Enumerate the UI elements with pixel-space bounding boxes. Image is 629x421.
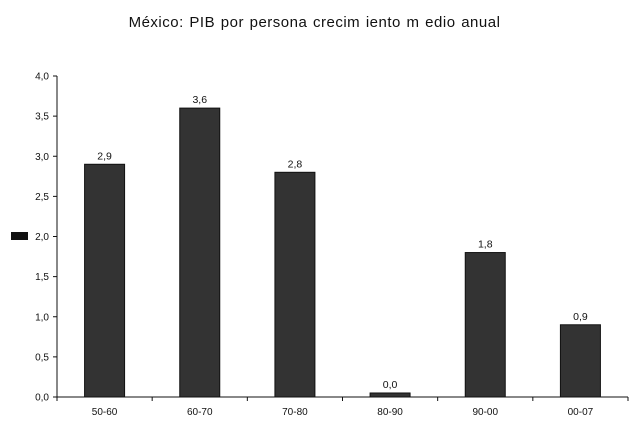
y-tick-label: 2,5 <box>35 192 49 203</box>
x-tick-label: 60-70 <box>187 407 213 418</box>
x-tick-label: 00-07 <box>568 407 594 418</box>
y-tick-label: 4,0 <box>35 72 49 83</box>
data-label: 1,8 <box>478 239 493 251</box>
data-label: 0,0 <box>383 379 398 391</box>
legend-swatch <box>11 232 28 240</box>
y-tick-label: 1,0 <box>35 312 49 323</box>
y-tick-label: 3,5 <box>35 112 49 123</box>
data-label: 2,8 <box>288 158 303 170</box>
y-tick-label: 3,0 <box>35 152 49 163</box>
bar <box>559 324 601 398</box>
chart-title: México: PIB por persona crecim iento m e… <box>128 14 501 31</box>
y-tick-label: 2,0 <box>35 232 49 243</box>
data-label: 3,6 <box>192 94 207 106</box>
bar <box>369 392 411 398</box>
x-tick-label: 90-00 <box>472 407 498 418</box>
x-tick-label: 70-80 <box>282 407 308 418</box>
bar <box>179 107 221 398</box>
x-tick-label: 80-90 <box>377 407 403 418</box>
data-label: 0,9 <box>573 311 588 323</box>
y-tick-label: 0,0 <box>35 393 49 404</box>
y-tick-label: 0,5 <box>35 352 49 363</box>
bar <box>274 171 316 398</box>
y-tick-label: 1,5 <box>35 272 49 283</box>
bar <box>84 163 126 398</box>
bar <box>464 252 506 398</box>
plot-area: 0,0 0,5 1,0 1,5 2,0 2,5 3,0 3,5 4,0 2,9 50-60 3,6 60… <box>11 72 629 418</box>
data-label: 2,9 <box>97 150 112 162</box>
x-tick-label: 50-60 <box>92 407 118 418</box>
